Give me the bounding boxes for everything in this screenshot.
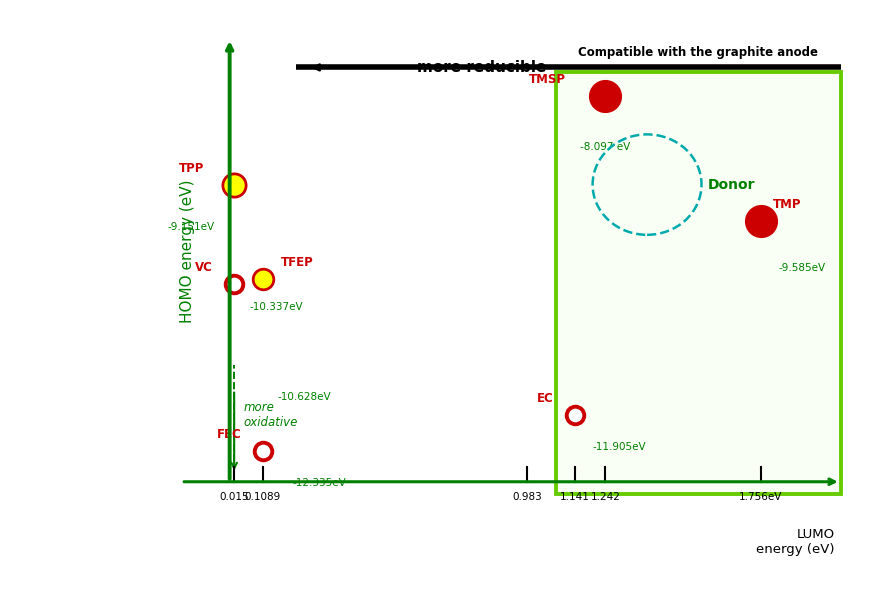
Text: more reducible: more reducible <box>417 60 547 75</box>
Text: 1.242: 1.242 <box>590 492 620 502</box>
Text: TFEP: TFEP <box>280 256 314 269</box>
Text: -9.151eV: -9.151eV <box>167 223 215 233</box>
Text: -12.335eV: -12.335eV <box>293 478 347 488</box>
Text: -10.628eV: -10.628eV <box>278 392 331 402</box>
Text: 0.1089: 0.1089 <box>244 492 280 502</box>
Text: FEC: FEC <box>216 428 242 441</box>
Text: TMP: TMP <box>773 198 802 211</box>
Text: more
oxidative: more oxidative <box>244 401 298 429</box>
Text: -9.585eV: -9.585eV <box>779 263 826 273</box>
Text: 0.983: 0.983 <box>512 492 542 502</box>
Point <box>227 180 241 189</box>
Point <box>568 411 582 420</box>
Text: TPP: TPP <box>179 162 204 175</box>
Text: LUMO
energy (eV): LUMO energy (eV) <box>756 528 835 556</box>
Text: -11.905eV: -11.905eV <box>593 442 646 452</box>
Text: 1.141: 1.141 <box>560 492 590 502</box>
Text: Compatible with the graphite anode: Compatible with the graphite anode <box>578 46 818 59</box>
Point <box>256 274 270 284</box>
Text: 0.015: 0.015 <box>219 492 249 502</box>
Text: -8.097 eV: -8.097 eV <box>580 142 631 152</box>
Point <box>227 279 241 289</box>
Point <box>753 216 767 226</box>
Text: VC: VC <box>195 261 213 274</box>
Point <box>256 446 270 456</box>
Text: EC: EC <box>537 392 554 405</box>
Text: TMSP: TMSP <box>529 73 566 86</box>
FancyBboxPatch shape <box>556 71 841 494</box>
Point <box>598 92 612 101</box>
Text: HOMO energy (eV): HOMO energy (eV) <box>180 180 194 323</box>
Text: 1.756eV: 1.756eV <box>739 492 782 502</box>
Text: Donor: Donor <box>708 177 755 192</box>
Text: -10.337eV: -10.337eV <box>250 302 303 312</box>
